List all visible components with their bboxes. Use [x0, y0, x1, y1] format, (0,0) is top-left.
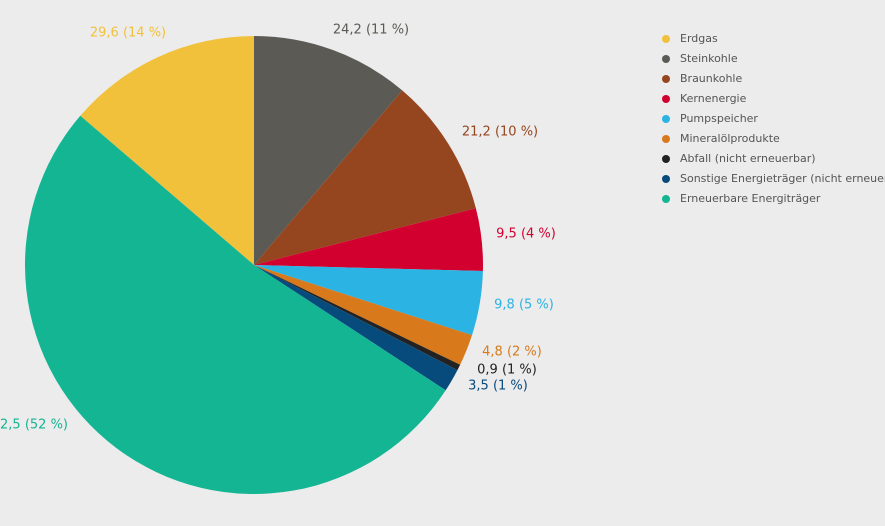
pie-slice	[254, 208, 483, 271]
legend-label: Sonstige Energieträger (nicht erneuerbar…	[680, 172, 885, 185]
pie-slice	[254, 265, 461, 371]
data-label: 0,9 (1 %)	[477, 363, 537, 378]
legend-marker	[662, 155, 670, 163]
legend-marker	[662, 55, 670, 63]
legend-label: Erdgas	[680, 32, 718, 45]
data-label: 4,8 (2 %)	[482, 345, 542, 360]
legend-label: Braunkohle	[680, 72, 742, 85]
data-label: 24,2 (11 %)	[333, 23, 409, 38]
legend-marker	[662, 35, 670, 43]
legend-marker	[662, 175, 670, 183]
pie-slice	[254, 90, 476, 265]
legend-label: Kernenergie	[680, 92, 747, 105]
legend-label: Abfall (nicht erneuerbar)	[680, 152, 816, 165]
legend-label: Mineralölprodukte	[680, 132, 780, 145]
legend-marker	[662, 95, 670, 103]
data-label: 9,5 (4 %)	[496, 227, 556, 242]
legend-marker	[662, 75, 670, 83]
pie-slice	[25, 115, 446, 494]
data-label: 3,5 (1 %)	[468, 379, 528, 394]
data-label: 29,6 (14 %)	[90, 26, 166, 41]
legend-label: Steinkohle	[680, 52, 738, 65]
data-label: 112,5 (52 %)	[0, 418, 68, 433]
legend-marker	[662, 195, 670, 203]
data-label: 21,2 (10 %)	[462, 125, 538, 140]
data-label: 9,8 (5 %)	[494, 298, 554, 313]
legend-marker	[662, 135, 670, 143]
pie-slice	[254, 36, 403, 265]
legend-label: Pumpspeicher	[680, 112, 758, 125]
pie-slice	[80, 35, 255, 265]
pie-slice	[254, 265, 472, 365]
pie-slice	[254, 265, 458, 391]
pie-slice	[254, 265, 483, 336]
legend-marker	[662, 115, 670, 123]
legend-label: Erneuerbare Energiträger	[680, 192, 821, 205]
